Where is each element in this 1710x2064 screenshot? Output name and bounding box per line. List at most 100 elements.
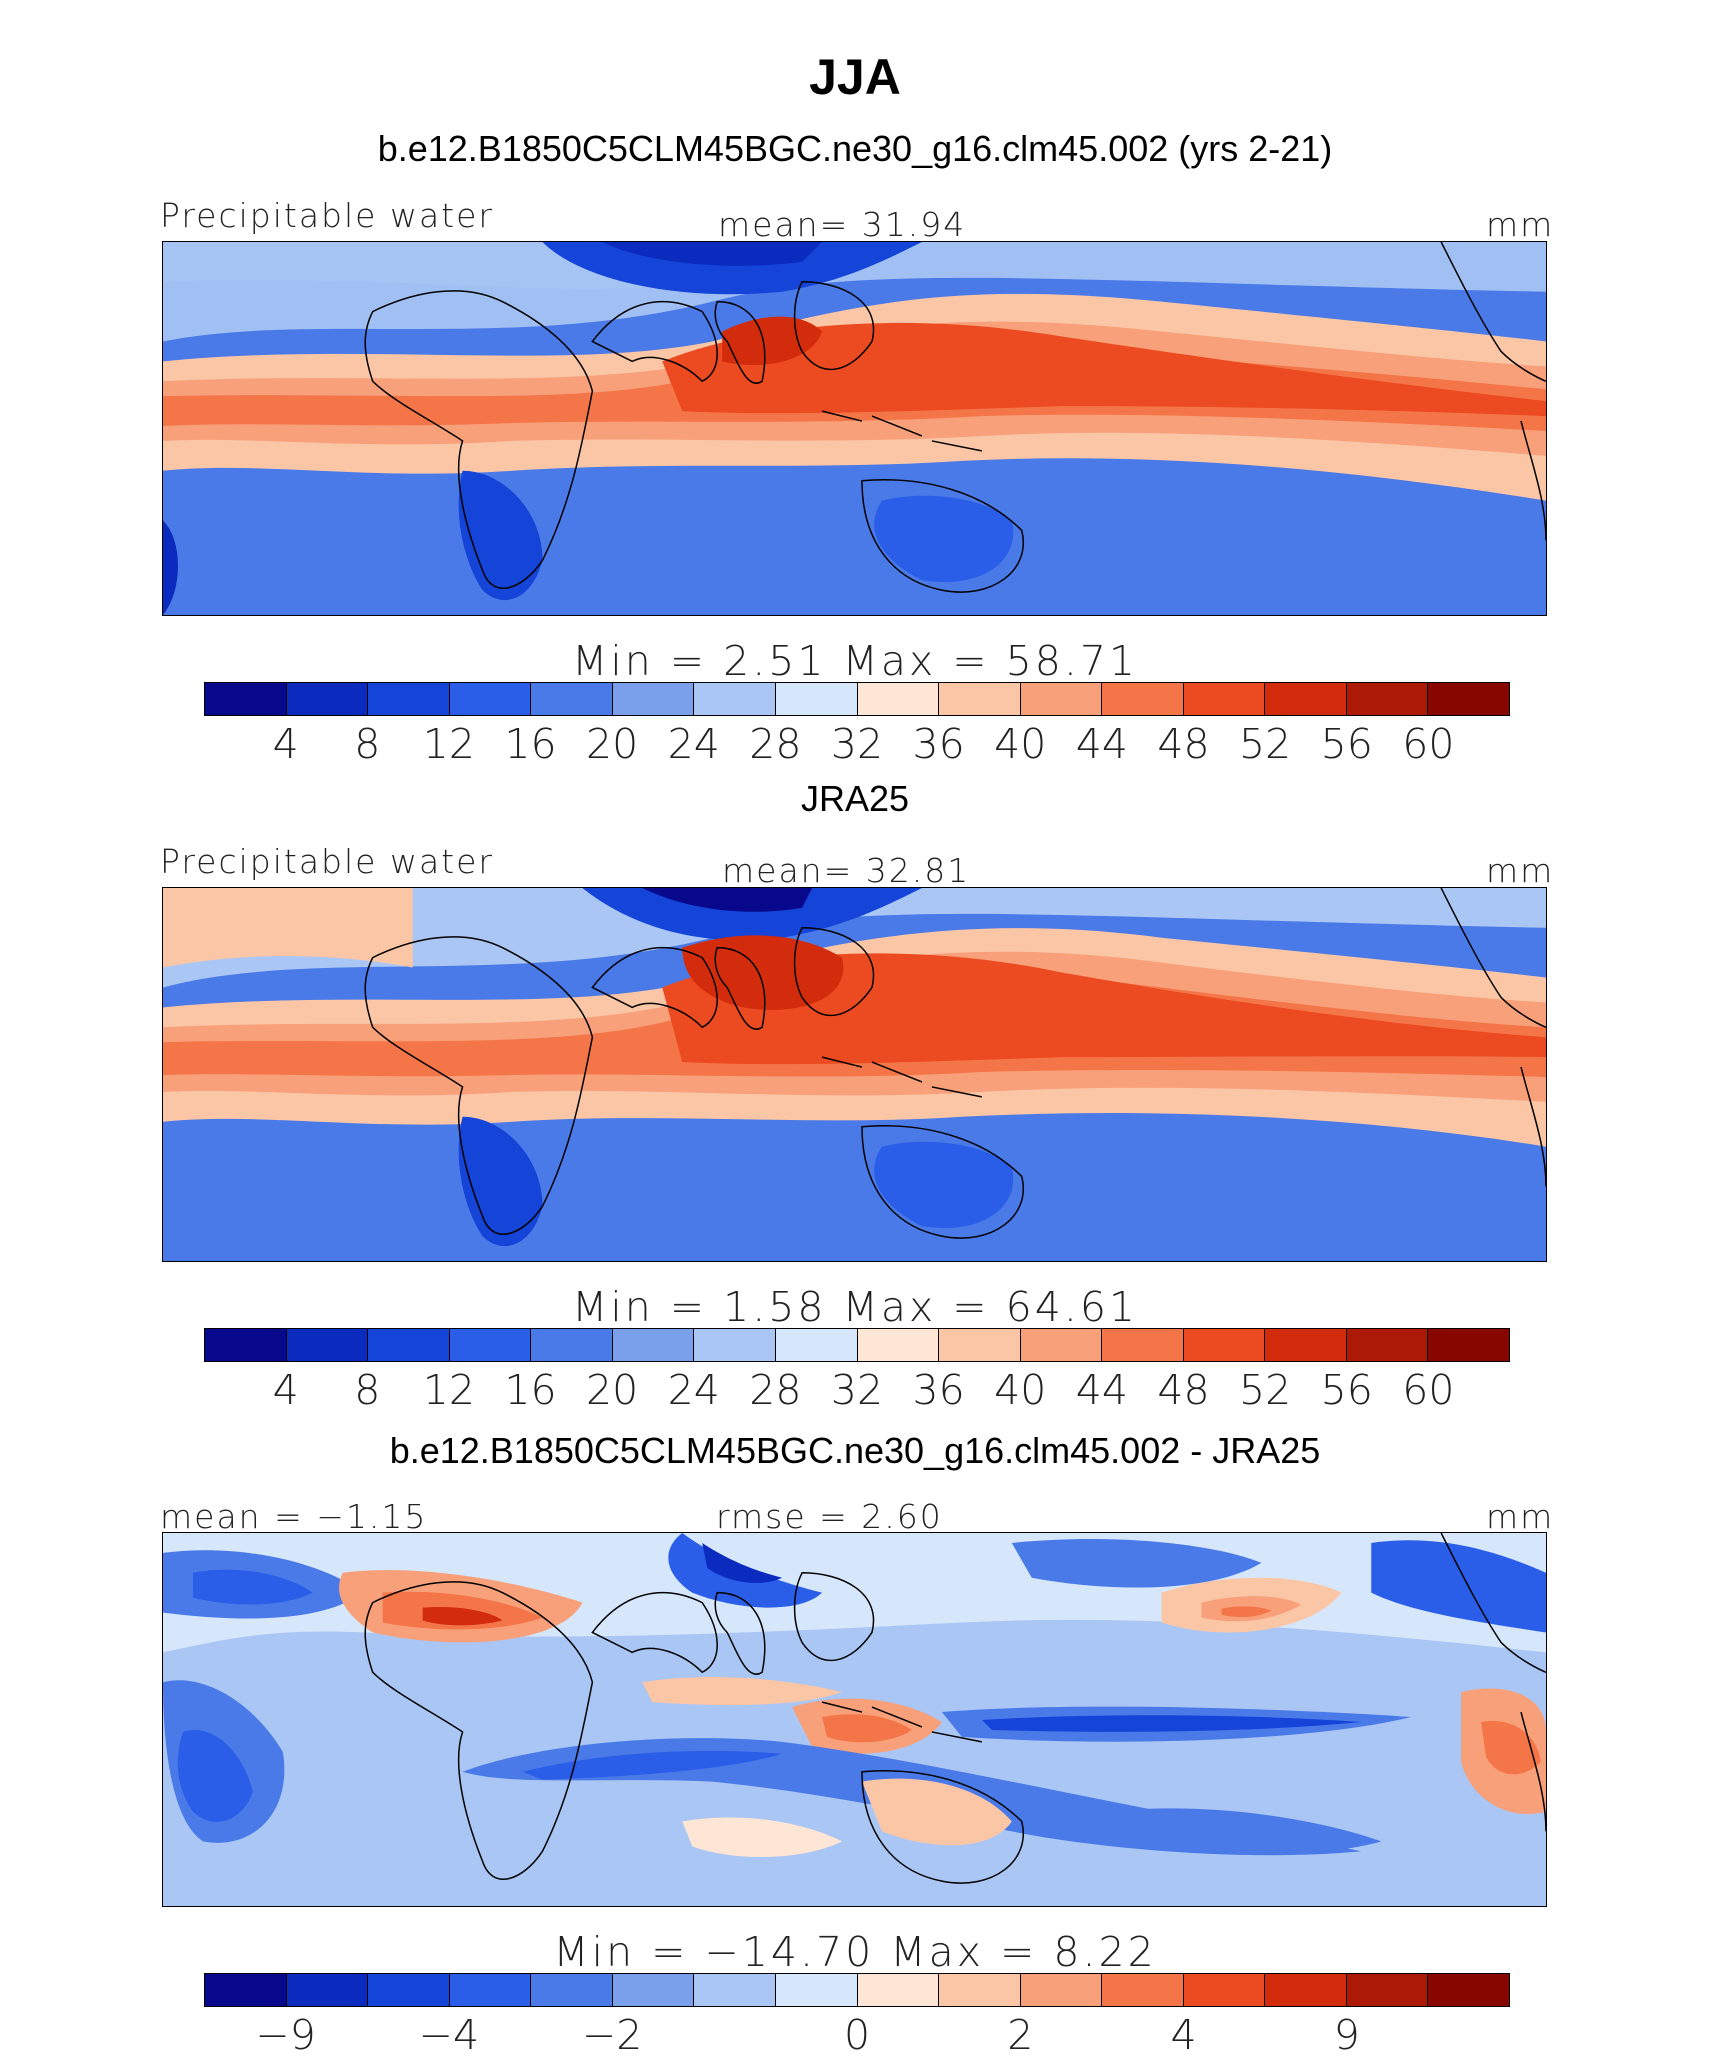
colorbar-tick-label: −4 [418, 2011, 480, 2059]
panel-1-title: b.e12.B1850C5CLM45BGC.ne30_g16.clm45.002… [377, 128, 1333, 169]
colorbar-tick-label: 4 [272, 1366, 299, 1414]
colorbar-tick-label: 4 [272, 720, 299, 768]
panel-1-min-max: Min = 2.51 Max = 58.71 [571, 637, 1139, 685]
colorbar-tick-label: 16 [504, 1366, 557, 1414]
colorbar-tick-label: 60 [1402, 720, 1455, 768]
colorbar-cell [1428, 1329, 1509, 1361]
colorbar-cell [1102, 683, 1184, 715]
colorbar-cell [694, 683, 776, 715]
colorbar-tick-label: 52 [1239, 720, 1292, 768]
colorbar-tick-label: 2 [1007, 2011, 1034, 2059]
panel-3-min-max: Min = −14.70 Max = 8.22 [553, 1928, 1157, 1976]
colorbar-tick-label: 56 [1320, 1366, 1373, 1414]
colorbar-tick-label: 12 [422, 720, 475, 768]
colorbar-cell [612, 1329, 695, 1361]
panel-2-min-max: Min = 1.58 Max = 64.61 [571, 1283, 1139, 1331]
colorbar-tick-label: 8 [354, 720, 381, 768]
panel-1-colorbar [204, 682, 1510, 716]
colorbar-tick-label: 28 [749, 1366, 802, 1414]
panel-3-title: b.e12.B1850C5CLM45BGC.ne30_g16.clm45.002… [389, 1430, 1321, 1471]
panel-2-title: JRA25 [800, 778, 910, 819]
colorbar-cell [1020, 1974, 1103, 2006]
colorbar-cell [531, 1974, 613, 2006]
colorbar-tick-label: 20 [586, 1366, 639, 1414]
colorbar-tick-label: 48 [1157, 1366, 1210, 1414]
colorbar-tick-label: 9 [1333, 2011, 1360, 2059]
colorbar-cell [1346, 1974, 1429, 2006]
colorbar-tick-label: 56 [1320, 720, 1373, 768]
colorbar-cell [775, 1974, 858, 2006]
panel-2-colorbar [204, 1328, 1510, 1362]
colorbar-cell [286, 1329, 369, 1361]
panel-2-variable-label: Precipitable water [160, 842, 494, 881]
colorbar-tick-label: 4 [1170, 2011, 1197, 2059]
colorbar-cell [1020, 683, 1103, 715]
colorbar-tick-label: 44 [1075, 1366, 1128, 1414]
panel-2-mean-label: mean= 32.81 [722, 851, 971, 890]
colorbar-cell [612, 1974, 695, 2006]
colorbar-tick-label: 0 [843, 2011, 871, 2059]
colorbar-cell [775, 683, 858, 715]
colorbar-cell [531, 1329, 613, 1361]
panel-3-rmse-label: rmse = 2.60 [716, 1497, 943, 1536]
panel-2-colorbar-ticks: 4 8 12 16 20 24 28 32 36 40 44 48 52 56 60 [0, 1366, 1710, 1416]
colorbar-cell [1428, 683, 1509, 715]
colorbar-cell [857, 1329, 940, 1361]
colorbar-cell [939, 1329, 1021, 1361]
colorbar-cell [449, 1974, 532, 2006]
colorbar-tick-label: 40 [994, 1366, 1047, 1414]
panel-1-map [162, 241, 1547, 616]
colorbar-tick-label: 28 [749, 720, 802, 768]
colorbar-cell [368, 1974, 450, 2006]
colorbar-cell [1265, 1329, 1347, 1361]
colorbar-cell [1346, 683, 1429, 715]
colorbar-tick-label: 32 [830, 720, 884, 768]
panel-3-colorbar-ticks: −9 −4 −2 0 2 4 9 [0, 2011, 1710, 2061]
panel-2-map [162, 887, 1547, 1262]
colorbar-cell [368, 1329, 450, 1361]
colorbar-cell [1020, 1329, 1103, 1361]
colorbar-cell [939, 683, 1021, 715]
colorbar-cell [205, 683, 287, 715]
colorbar-tick-label: −9 [255, 2011, 316, 2059]
colorbar-cell [939, 1974, 1021, 2006]
colorbar-tick-label: 16 [504, 720, 557, 768]
colorbar-cell [857, 1974, 940, 2006]
colorbar-cell [205, 1974, 287, 2006]
panel-3-colorbar [204, 1973, 1510, 2007]
panel-3-map [162, 1532, 1547, 1907]
colorbar-cell [1428, 1974, 1509, 2006]
panel-1-mean-label: mean= 31.94 [718, 205, 967, 244]
colorbar-tick-label: 48 [1157, 720, 1210, 768]
colorbar-cell [1265, 683, 1347, 715]
colorbar-cell [857, 683, 940, 715]
colorbar-cell [286, 683, 369, 715]
colorbar-cell [449, 1329, 532, 1361]
colorbar-tick-label: 32 [830, 1366, 884, 1414]
colorbar-tick-label: 24 [667, 1366, 720, 1414]
panel-1-variable-label: Precipitable water [160, 196, 494, 235]
colorbar-tick-label: 20 [586, 720, 639, 768]
colorbar-tick-label: 44 [1075, 720, 1128, 768]
colorbar-tick-label: 36 [912, 720, 965, 768]
colorbar-cell [286, 1974, 369, 2006]
colorbar-tick-label: 36 [912, 1366, 965, 1414]
colorbar-tick-label: −2 [581, 2011, 643, 2059]
figure-title: JJA [809, 49, 901, 105]
colorbar-tick-label: 40 [994, 720, 1047, 768]
panel-1-colorbar-ticks: 4 8 12 16 20 24 28 32 36 40 44 48 52 56 60 [0, 720, 1710, 770]
colorbar-cell [368, 683, 450, 715]
panel-1-units-label: mm [1486, 205, 1555, 244]
colorbar-tick-label: 12 [422, 1366, 475, 1414]
colorbar-cell [694, 1974, 776, 2006]
panel-2-units-label: mm [1486, 851, 1555, 890]
colorbar-cell [1265, 1974, 1347, 2006]
colorbar-cell [775, 1329, 858, 1361]
colorbar-cell [1183, 683, 1266, 715]
colorbar-cell [449, 683, 532, 715]
colorbar-cell [1183, 1329, 1266, 1361]
colorbar-cell [612, 683, 695, 715]
panel-3-units-label: mm [1486, 1497, 1555, 1536]
colorbar-cell [531, 683, 613, 715]
colorbar-cell [1183, 1974, 1266, 2006]
